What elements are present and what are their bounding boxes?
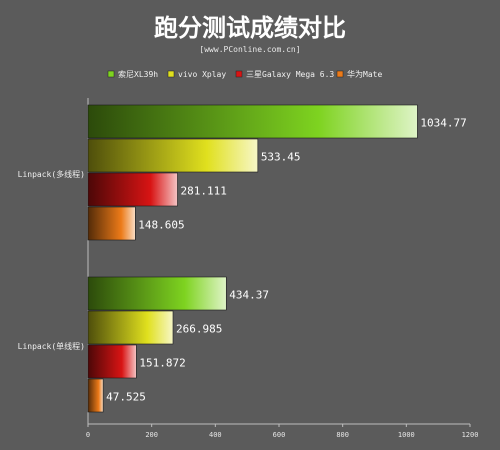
bar-value-label: 266.985	[176, 323, 222, 336]
bar-value-label: 434.37	[229, 289, 269, 302]
bar	[87, 138, 259, 173]
x-tick-label: 1000	[398, 431, 415, 439]
bar	[87, 172, 178, 207]
bar-value-label: 148.605	[138, 219, 184, 232]
bar	[87, 104, 418, 139]
x-tick-label: 200	[145, 431, 158, 439]
legend: 索尼XL39h vivo Xplay 三星Galaxy Mega 6.3 华为Mate	[107, 69, 382, 79]
legend-swatch	[336, 70, 344, 78]
x-tick-label: 0	[86, 431, 90, 439]
x-tick-label: 800	[336, 431, 349, 439]
legend-swatch	[235, 70, 243, 78]
bar	[87, 344, 137, 379]
bar-value-label: 533.45	[261, 151, 301, 164]
bar-value-label: 47.525	[106, 391, 146, 404]
plot-area: 0 200 400 600 800 1000 1200 1034.77 533.45 281.11…	[18, 98, 479, 439]
bar	[87, 276, 227, 311]
legend-label: 三星Galaxy Mega 6.3	[246, 70, 334, 79]
chart-subtitle: [www.PConline.com.cn]	[199, 45, 300, 54]
legend-swatch	[107, 70, 115, 78]
chart-title: 跑分测试成绩对比	[154, 14, 346, 42]
legend-label: 索尼XL39h	[118, 69, 158, 79]
legend-label: 华为Mate	[347, 69, 382, 79]
category-label: Linpack(单线程)	[18, 341, 85, 351]
bar	[87, 206, 136, 241]
legend-label: vivo Xplay	[178, 70, 226, 79]
x-tick-label: 600	[273, 431, 286, 439]
category-label: Linpack(多线程)	[18, 169, 85, 179]
bar	[87, 378, 104, 413]
bar	[87, 310, 174, 345]
x-tick-label: 400	[209, 431, 222, 439]
legend-swatch	[167, 70, 175, 78]
x-tick-label: 1200	[462, 431, 479, 439]
bar-value-label: 151.872	[139, 357, 185, 370]
bar-value-label: 281.111	[180, 185, 226, 198]
bar-value-label: 1034.77	[420, 117, 466, 130]
